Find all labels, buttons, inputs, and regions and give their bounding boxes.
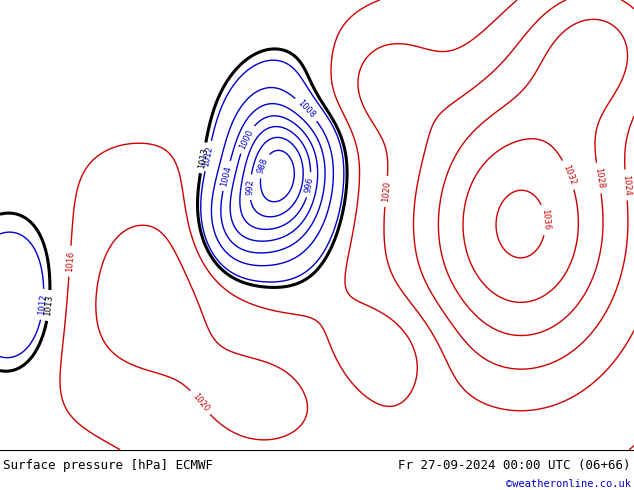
Text: 1012: 1012 [37, 294, 49, 315]
Text: Fr 27-09-2024 00:00 UTC (06+66): Fr 27-09-2024 00:00 UTC (06+66) [398, 459, 631, 471]
Text: Surface pressure [hPa] ECMWF: Surface pressure [hPa] ECMWF [3, 459, 213, 471]
Text: 1016: 1016 [65, 250, 75, 272]
Text: 1020: 1020 [190, 392, 210, 414]
Text: 1008: 1008 [296, 98, 317, 120]
Text: ©weatheronline.co.uk: ©weatheronline.co.uk [506, 479, 631, 489]
Text: 1028: 1028 [593, 167, 605, 189]
Text: 1000: 1000 [238, 128, 255, 150]
Text: 1020: 1020 [380, 181, 392, 202]
Text: 988: 988 [256, 157, 270, 175]
Text: 1004: 1004 [219, 165, 233, 187]
Text: 992: 992 [245, 179, 255, 195]
Text: 1013: 1013 [44, 294, 55, 317]
Text: 1013: 1013 [197, 147, 209, 169]
Text: 1032: 1032 [561, 163, 577, 186]
Text: 1012: 1012 [202, 145, 215, 167]
Text: 1024: 1024 [621, 174, 631, 196]
Text: 996: 996 [304, 176, 315, 194]
Text: 1036: 1036 [540, 209, 550, 231]
